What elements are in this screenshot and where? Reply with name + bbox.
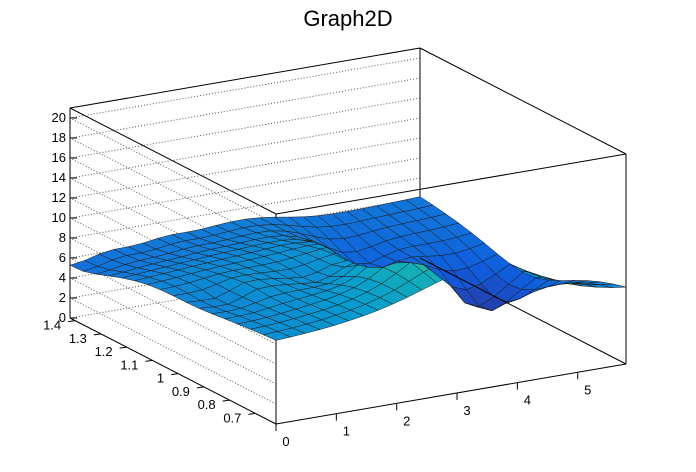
- z-tick-label-5: 10: [52, 210, 66, 225]
- z-tick-label-0: 0: [59, 310, 66, 325]
- z-tick-label-2: 4: [59, 270, 66, 285]
- z-grid-back-8: [69, 97, 421, 159]
- z-tick-label-9: 18: [52, 130, 66, 145]
- z-tick-label-10: 20: [52, 110, 66, 125]
- x-tick-label-0: 0: [282, 434, 289, 449]
- x-tick-label-2: 2: [403, 413, 410, 428]
- surface-cell-383: [69, 260, 99, 272]
- z-tick-label-4: 8: [59, 230, 66, 245]
- front-frame: [69, 257, 627, 425]
- z-tick-label-1: 2: [59, 290, 66, 305]
- z-grid-back-7: [69, 117, 421, 179]
- y-tick-mark-3: [171, 373, 179, 376]
- z-grid-back-6: [69, 137, 421, 199]
- y-tick-mark-6: [93, 333, 101, 336]
- z-tick-label-7: 14: [52, 170, 66, 185]
- y-axis-ticks: 0.7 0.8 0.9 1 1.1 1.2 1.3 1.4: [43, 318, 256, 425]
- y-tick-mark-4: [145, 359, 153, 362]
- right-top-edge: [419, 47, 627, 155]
- y-tick-mark-1: [222, 399, 230, 402]
- z-tick-label-8: 16: [52, 150, 66, 165]
- x-tick-label-3: 3: [463, 403, 470, 418]
- x-tick-label-5: 5: [584, 382, 591, 397]
- y-tick-label-7: 1.4: [43, 318, 61, 333]
- y-tick-mark-2: [196, 386, 204, 389]
- y-tick-label-6: 1.3: [69, 331, 87, 346]
- x-axis-ticks: 0 1 2 3 4 5: [275, 372, 591, 449]
- y-tick-label-5: 1.2: [95, 344, 113, 359]
- z-grid-back-10: [69, 57, 421, 119]
- right-bottom-edge: [419, 257, 627, 365]
- y-tick-label-0: 0.7: [223, 410, 241, 425]
- z-grid-back-5: [69, 157, 421, 219]
- surface-mesh: [69, 196, 627, 341]
- y-tick-label-2: 0.9: [172, 384, 190, 399]
- front-top-edge: [275, 153, 627, 215]
- y-tick-label-1: 0.8: [198, 397, 216, 412]
- x-tick-label-1: 1: [343, 424, 350, 439]
- y-tick-mark-7: [68, 320, 76, 323]
- z-tick-label-6: 12: [52, 190, 66, 205]
- y-tick-mark-0: [248, 412, 256, 415]
- y-tick-label-4: 1.1: [120, 357, 138, 372]
- y-tick-label-3: 1: [157, 371, 164, 386]
- left-bottom-edge: [69, 317, 277, 425]
- y-tick-mark-5: [119, 346, 127, 349]
- x-tick-label-4: 4: [524, 393, 531, 408]
- back-top-edge: [69, 47, 421, 109]
- z-axis-ticks: 0 2 4 6 8 10 12 14 16 18 20: [52, 110, 77, 325]
- chart-title: Graph2D: [303, 6, 392, 31]
- front-bottom-edge: [275, 363, 627, 425]
- z-grid-back-9: [69, 77, 421, 139]
- left-top-edge: [69, 107, 277, 215]
- z-grid-left-10: [69, 117, 277, 225]
- z-grid-back-4: [69, 177, 421, 239]
- z-tick-label-3: 6: [59, 250, 66, 265]
